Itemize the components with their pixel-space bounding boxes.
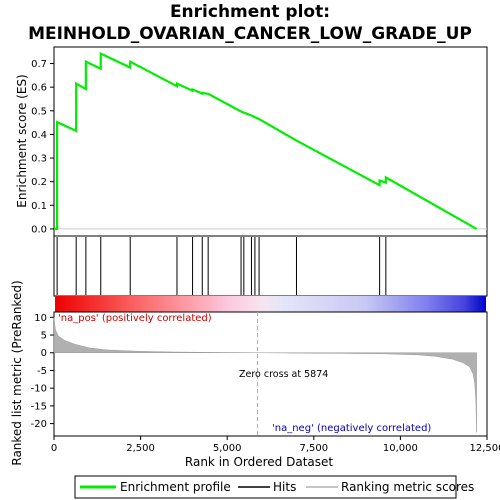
annotation-na-neg: 'na_neg' (negatively correlated)	[272, 423, 431, 434]
es-y-ticks: 0.0 0.1 0.2 0.3 0.4 0.5 0.6 0.7	[31, 59, 54, 235]
ranking-metric-area	[53, 317, 477, 433]
chart-title-line2: MEINHOLD_OVARIAN_CANCER_LOW_GRADE_UP	[28, 24, 472, 44]
x-tick-label: 10,000	[383, 443, 418, 454]
es-tick-label: 0.3	[31, 154, 47, 165]
metric-tick-label: -10	[31, 384, 47, 395]
x-axis-label: Rank in Ordered Dataset	[185, 455, 333, 469]
metric-tick-label: 0	[41, 348, 47, 359]
enrichment-profile-line	[54, 51, 478, 231]
metric-tick-label: 5	[41, 331, 47, 342]
x-tick-label: 7,500	[299, 443, 328, 454]
es-tick-label: 0.6	[31, 83, 47, 94]
metric-panel: 10 5 0 -5 -10 -15 -20 'na_pos' (positively cor…	[31, 311, 488, 437]
es-panel-frame	[53, 46, 488, 237]
es-tick-label: 0.5	[31, 106, 47, 117]
es-panel: 0.0 0.1 0.2 0.3 0.4 0.5 0.6 0.7	[31, 46, 488, 237]
annotation-zero-cross: Zero cross at 5874	[239, 369, 328, 380]
hit-lines	[56, 237, 387, 295]
metric-y-ticks: 10 5 0 -5 -10 -15 -20	[31, 313, 54, 430]
metric-tick-label: 10	[34, 313, 47, 324]
es-tick-label: 0.1	[31, 201, 47, 212]
es-tick-label: 0.2	[31, 177, 47, 188]
metric-tick-label: -20	[31, 419, 47, 430]
ranking-color-bar	[55, 296, 486, 312]
legend-label-profile: Enrichment profile	[120, 480, 231, 494]
es-y-axis-label: Enrichment score (ES)	[15, 74, 29, 207]
x-axis-ticks: 0 2,500 5,000 7,500 10,000 12,500	[51, 436, 500, 454]
chart-title-line1: Enrichment plot:	[170, 2, 330, 22]
legend: Enrichment profile Hits Ranking metric s…	[74, 475, 474, 499]
es-tick-label: 0.0	[31, 224, 47, 235]
metric-y-axis-label: Ranked list metric (PreRanked)	[10, 280, 24, 465]
hits-panel-frame	[53, 235, 488, 297]
legend-label-metric: Ranking metric scores	[341, 480, 474, 494]
hits-panel	[53, 235, 488, 297]
annotation-na-pos: 'na_pos' (positively correlated)	[58, 313, 212, 324]
metric-tick-label: -5	[37, 366, 47, 377]
es-tick-label: 0.7	[31, 59, 47, 70]
x-tick-label: 0	[51, 443, 57, 454]
metric-panel-frame	[53, 311, 488, 437]
metric-tick-label: -15	[31, 401, 47, 412]
es-tick-label: 0.4	[31, 130, 47, 141]
legend-label-hits: Hits	[273, 480, 296, 494]
x-tick-label: 5,000	[213, 443, 242, 454]
x-tick-label: 2,500	[126, 443, 155, 454]
x-tick-label: 12,500	[470, 443, 500, 454]
